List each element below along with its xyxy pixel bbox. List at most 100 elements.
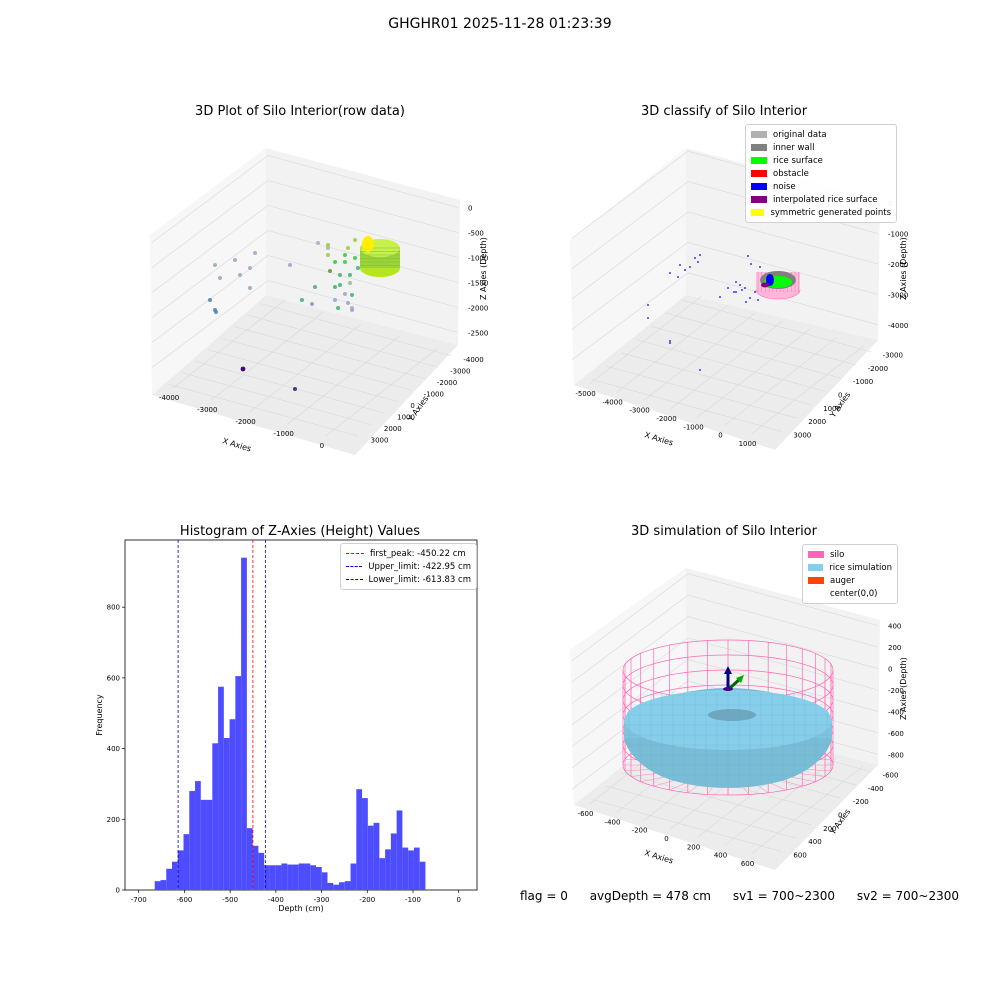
plot1-point (326, 246, 330, 250)
plot2-xtick: -5000 (575, 390, 595, 398)
plot2-xlabel: X Axies (643, 430, 674, 447)
histogram-ticks: -700 -600 -500 -400 -300 -200 -100 0 0 200 400 600 8… (107, 604, 461, 904)
plot1-point (253, 251, 257, 255)
plot2-noise-point (694, 257, 696, 259)
histogram-bar (315, 867, 322, 890)
plot2-noise-point (757, 299, 759, 301)
plot2-xtick: -1000 (683, 423, 703, 431)
legend-label: noise (773, 181, 796, 192)
histogram-bar (362, 798, 368, 890)
histogram-bar (333, 884, 340, 890)
plot1-point (240, 366, 246, 372)
legend-swatch (751, 196, 767, 203)
plot1-xtick: -3000 (197, 406, 217, 414)
plot4-xlabel: X Axies (643, 848, 674, 865)
plot1-xtick: -2000 (235, 418, 255, 426)
plot2-ytick: -1000 (853, 378, 873, 386)
histogram-bar (304, 863, 311, 890)
plot2-noise-point (733, 291, 735, 293)
legend-swatch (751, 170, 767, 177)
plot4-ztick: -800 (888, 751, 904, 759)
plot2-noise-point (647, 304, 649, 306)
legend-swatch (751, 144, 767, 151)
histogram-ytick: 600 (107, 674, 120, 682)
plot2-ytick: 0 (838, 392, 842, 400)
plot2-noise-point (669, 342, 671, 344)
plot1-point (300, 298, 304, 302)
histogram-bar (419, 861, 426, 890)
histogram-bar (344, 881, 351, 890)
histogram-xtick: -500 (222, 896, 238, 904)
plot1-point (346, 246, 350, 250)
plot1-xtick: -4000 (159, 394, 179, 402)
plot4-ztick: -400 (888, 708, 904, 716)
histogram-bar (229, 719, 236, 890)
legend-label: obstacle (773, 168, 809, 179)
plot4-xtick: 600 (741, 860, 754, 868)
plot1-point (356, 266, 360, 270)
sv1-text: sv1 = 700~2300 (732, 889, 835, 903)
plot2-legend-entry: original data (751, 128, 891, 141)
histogram-bar (321, 872, 328, 890)
plot1-point (333, 260, 337, 264)
histogram-bar (154, 881, 161, 890)
plot1-ztick: 0 (468, 205, 472, 213)
plot1-point (350, 306, 354, 310)
plot1-ylabel: Y Axies (406, 394, 431, 424)
histogram-bar (269, 865, 276, 890)
plot2-ytick: -2000 (868, 365, 888, 373)
plot2-noise-point (745, 301, 747, 303)
histogram-xtick: -600 (176, 896, 192, 904)
plot1-point (333, 285, 337, 289)
plot4-ytick: -200 (853, 798, 869, 806)
histogram-bar (212, 743, 219, 890)
plot1-title: 3D Plot of Silo Interior(row data) (195, 104, 405, 119)
histogram-bar (206, 799, 213, 890)
plot2-ztick: -1000 (888, 231, 908, 239)
plot1-point (248, 286, 252, 290)
plot1-point (316, 241, 320, 245)
plot1-xtick: 0 (320, 442, 324, 450)
plot1-panes (150, 148, 460, 455)
plot2-noise-point (749, 297, 751, 299)
plot1-ztick: -500 (468, 230, 484, 238)
plot1-point (348, 273, 352, 277)
plot4-ytick: 400 (808, 838, 821, 846)
plot2-noise-point (669, 340, 671, 342)
histogram-bar (218, 686, 224, 890)
histogram-bar (327, 882, 334, 890)
histogram-bar (390, 833, 397, 890)
plot2-noise-point (727, 287, 729, 289)
plot2-legend: original data inner wall rice surface obsta… (745, 124, 897, 223)
plot4-ytick: -600 (883, 772, 899, 780)
histogram-bar (385, 849, 391, 890)
histogram-ytick: 200 (107, 816, 120, 824)
plot1-ytick: -3000 (450, 367, 470, 375)
plot1-point (208, 298, 212, 302)
plot2-noise-point (684, 269, 686, 271)
plot1-point (338, 273, 342, 277)
histogram-bar (298, 863, 305, 890)
histogram-bar (275, 865, 282, 890)
plot1-point (288, 263, 292, 267)
plot2-tick-labels: -5000 -4000 -3000 -2000 -1000 0 1000 3000 2000 10… (575, 200, 908, 448)
plot4-xtick: -600 (578, 810, 594, 818)
histogram-legend-entry: first_peak: -450.22 cm (346, 547, 471, 560)
histogram-bar (367, 825, 374, 890)
plot4-ytick: 200 (823, 825, 836, 833)
plot2-noise-point (697, 261, 699, 263)
plot1-point (214, 310, 218, 314)
plot2-xtick: 1000 (739, 440, 757, 448)
histogram-frame (124, 539, 478, 891)
plot2-silo-cluster (755, 271, 801, 300)
legend-label: Lower_limit: -613.83 cm (368, 574, 471, 585)
plot1-grid (151, 155, 459, 437)
histogram-xtick: -700 (131, 896, 147, 904)
avg-depth-text: avgDepth = 478 cm (589, 889, 711, 903)
histogram-bar (200, 799, 207, 890)
plot4-ztick: -600 (888, 730, 904, 738)
plot2-noise-point (747, 255, 749, 257)
plot1-ytick: -2000 (437, 379, 457, 387)
plot4-title: 3D simulation of Silo Interior (631, 524, 817, 539)
histogram-bar (252, 845, 259, 890)
